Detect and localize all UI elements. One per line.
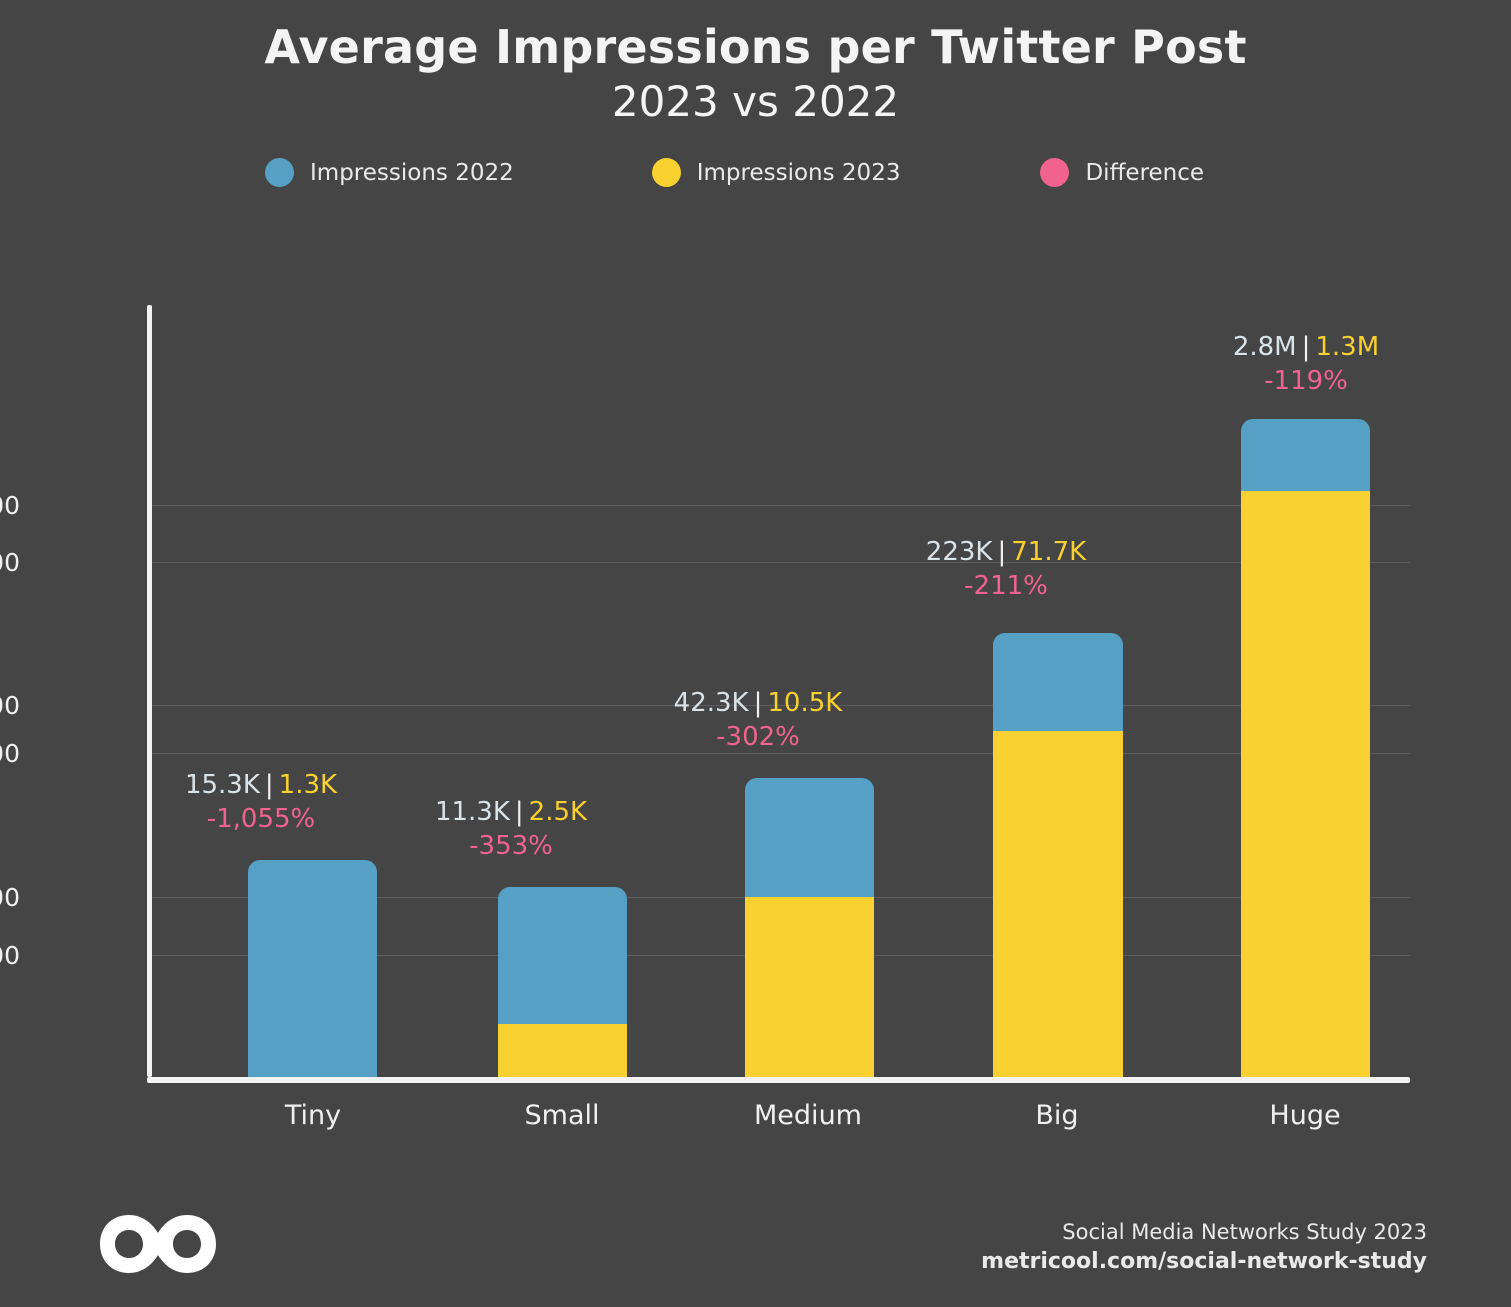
bar-annotation-medium-2023: 10.5K [767, 688, 843, 718]
chart-title-line-2: 2023 vs 2022 [611, 77, 900, 126]
circle-icon-impressions-2023 [651, 158, 681, 187]
footer-url[interactable]: metricool.com/social-network-study [981, 1249, 1427, 1274]
x-tick-label-medium: Medium [754, 1100, 862, 1131]
x-tick-label-huge: Huge [1269, 1100, 1341, 1131]
gridline-50000 [152, 753, 1410, 754]
bar-segment-impressions-2022-medium [745, 778, 874, 897]
bar-annotation-big-2023: 71.7K [1011, 537, 1087, 567]
bar-annotation-tiny-2023: 1.3K [278, 770, 338, 800]
bar-medium[interactable] [745, 778, 874, 1077]
plot-area: 1,000,000 500,000 100,000 50,000 10,000 … [0, 305, 1410, 1083]
x-axis-line [147, 1077, 1410, 1083]
bar-annotation-big-2022: 223K [925, 537, 993, 567]
y-tick-label-500000: 500,000 [0, 548, 20, 577]
bar-huge[interactable] [1241, 419, 1370, 1077]
bar-segment-impressions-2023-big [993, 731, 1123, 1077]
bar-segment-impressions-2022-huge [1241, 419, 1370, 491]
gridline-500000 [152, 562, 1410, 563]
bar-segment-impressions-2022-small [498, 887, 627, 1024]
y-axis-line [147, 305, 152, 1077]
circle-icon-impressions-2022 [265, 158, 294, 187]
chart-title: Average Impressions per Twitter Post 202… [0, 18, 1511, 128]
bar-annotation-big-separator: | [997, 537, 1007, 567]
footer-credit: Social Media Networks Study 2023 metrico… [981, 1218, 1427, 1277]
bar-annotation-huge-2022: 2.8M [1232, 332, 1297, 362]
bar-big[interactable] [993, 633, 1123, 1077]
bar-segment-impressions-2023-medium [745, 897, 874, 1077]
bar-annotation-big: 223K | 71.7K -211% [906, 535, 1106, 603]
x-tick-label-big: Big [1035, 1100, 1079, 1131]
bar-segment-impressions-2022-big [993, 633, 1123, 731]
legend-label-difference: Difference [1085, 159, 1205, 186]
y-tick-label-100000: 100,000 [0, 691, 20, 720]
legend-item-impressions-2023[interactable]: Impressions 2023 [651, 158, 901, 187]
bar-annotation-huge-difference: -119% [1264, 366, 1348, 396]
bar-annotation-small-difference: -353% [469, 831, 553, 861]
circle-icon-difference [1040, 158, 1070, 187]
metricool-infinity-logo-icon [98, 1213, 218, 1275]
bar-annotation-tiny-difference: -1,055% [206, 804, 316, 834]
bar-annotation-medium-separator: | [753, 688, 763, 718]
x-tick-label-small: Small [524, 1100, 600, 1131]
legend-label-impressions-2023: Impressions 2023 [696, 159, 901, 186]
bar-annotation-huge-2023: 1.3M [1315, 332, 1380, 362]
bar-annotation-tiny-separator: | [264, 770, 274, 800]
bar-annotation-huge-separator: | [1301, 332, 1311, 362]
bar-annotation-big-difference: -211% [964, 571, 1048, 601]
bar-annotation-small-separator: | [514, 797, 524, 827]
y-tick-label-10000: 10,000 [0, 883, 20, 912]
gridline-100000 [152, 705, 1410, 706]
bar-annotation-huge: 2.8M | 1.3M -119% [1206, 330, 1406, 398]
chart-title-line-1: Average Impressions per Twitter Post [264, 20, 1247, 74]
bar-annotation-medium: 42.3K | 10.5K -302% [658, 686, 858, 754]
bar-annotation-tiny-2022: 15.3K [184, 770, 260, 800]
footer-study-name: Social Media Networks Study 2023 [1062, 1220, 1427, 1244]
x-tick-label-tiny: Tiny [284, 1100, 342, 1131]
chart-legend: Impressions 2022 Impressions 2023 Differ… [265, 158, 1265, 187]
bar-segment-impressions-2023-small [498, 1024, 627, 1077]
bar-segment-impressions-2022-tiny [248, 860, 377, 1077]
bar-tiny[interactable] [248, 860, 377, 1077]
legend-item-impressions-2022[interactable]: Impressions 2022 [265, 158, 514, 187]
bar-annotation-small-2022: 11.3K [434, 797, 510, 827]
bar-annotation-tiny: 15.3K | 1.3K -1,055% [161, 768, 361, 836]
gridline-1000000 [152, 505, 1410, 506]
legend-label-impressions-2022: Impressions 2022 [310, 159, 514, 186]
bar-annotation-medium-2022: 42.3K [673, 688, 749, 718]
y-tick-label-5000: 5,000 [0, 941, 20, 970]
y-tick-label-1000000: 1,000,000 [0, 491, 20, 520]
bar-annotation-small: 11.3K | 2.5K -353% [411, 795, 611, 863]
legend-item-difference[interactable]: Difference [1040, 158, 1204, 187]
bar-annotation-small-2023: 2.5K [528, 797, 588, 827]
bar-annotation-medium-difference: -302% [716, 722, 800, 752]
bar-segment-impressions-2023-huge [1241, 491, 1370, 1077]
bar-small[interactable] [498, 887, 627, 1077]
y-tick-label-50000: 50,000 [0, 739, 20, 768]
